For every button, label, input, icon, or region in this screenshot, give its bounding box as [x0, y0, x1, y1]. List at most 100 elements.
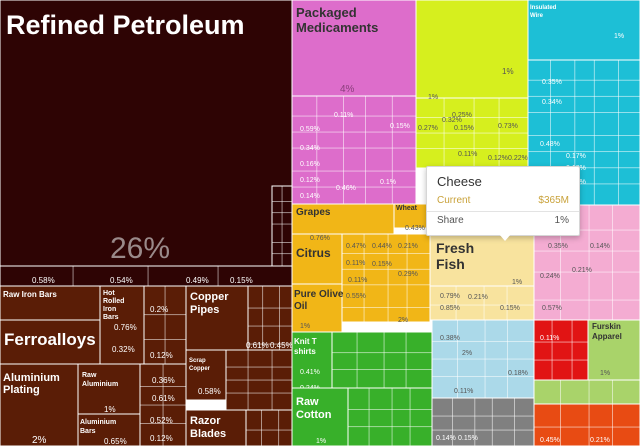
tooltip-pointer	[499, 234, 511, 241]
label-pure-olive-oil: Oil	[294, 301, 308, 312]
value-label: 2%	[462, 350, 472, 357]
label-packaged-medicaments: Medicaments	[296, 20, 378, 35]
value-label: 0.35%	[542, 79, 562, 86]
tile-knit-t-shirts	[291, 331, 333, 389]
label-aluminium-plating: Plating	[3, 384, 40, 396]
value-label: 0.32%	[112, 345, 135, 354]
tooltip-current-value: $365M	[538, 195, 569, 206]
tile-weapons	[533, 319, 589, 381]
value-label: 1%	[502, 67, 514, 76]
share-refined-petroleum: 26%	[110, 232, 170, 265]
value-label: 1%	[428, 94, 438, 101]
tooltip-current-label: Current	[437, 195, 471, 206]
value-label: 0.48%	[540, 141, 560, 148]
value-label: 0.16%	[198, 402, 221, 411]
value-label: 0.16%	[300, 161, 320, 168]
value-label: 0.38%	[440, 335, 460, 342]
value-label: 0.12%	[300, 177, 320, 184]
tile-animal-grid	[429, 285, 535, 321]
label-aluminium-bars: Bars	[80, 428, 96, 435]
value-label: 0.21%	[398, 243, 418, 250]
label-ferroalloys: Ferroalloys	[4, 330, 96, 349]
value-label: 1%	[316, 438, 326, 445]
label-hot-rolled-iron-bars: Bars	[103, 314, 119, 321]
value-label: 0.27%	[418, 125, 438, 132]
label-fresh-fish: Fresh	[436, 240, 474, 256]
tooltip-share-row: Share 1%	[437, 215, 569, 229]
label-hot-rolled-iron-bars: Rolled	[103, 298, 124, 305]
label-grapes: Grapes	[296, 207, 331, 218]
value-label: 0.55%	[346, 293, 366, 300]
label-scrap-copper: Copper	[189, 366, 211, 372]
label-wheat: Wheat	[396, 205, 418, 212]
value-label: 0.15%	[390, 123, 410, 130]
tile-metals-e	[245, 409, 293, 446]
value-label: 0.49%	[186, 276, 209, 285]
value-label: 0.41%	[300, 369, 320, 376]
value-label: 0.14%	[436, 435, 456, 442]
tooltip-title: Cheese	[437, 174, 482, 189]
value-label: 0.14%	[590, 243, 610, 250]
label-raw-aluminium: Aluminium	[82, 381, 118, 388]
value-label: 0.15%	[372, 261, 392, 268]
label-hot-rolled-iron-bars: Hot	[103, 290, 115, 297]
value-label: 1%	[300, 323, 310, 330]
value-label: 0.12%	[150, 351, 173, 360]
label-razor-blades: Razor	[190, 415, 221, 427]
value-label: 0.22%	[508, 155, 528, 162]
label-furskin-apparel: Furskin	[592, 322, 621, 331]
value-label: 2%	[398, 317, 408, 324]
value-label: 0.11%	[348, 277, 367, 284]
tile-hides-row	[533, 379, 640, 405]
tile-insulated-wire	[527, 0, 640, 61]
label-fresh-fish: Fish	[436, 256, 465, 272]
value-label: 0.58%	[198, 387, 221, 396]
value-label: 0.1%	[380, 179, 396, 186]
value-label: 0.45%	[270, 341, 293, 350]
label-aluminium-plating: Aluminium	[3, 372, 60, 384]
label-raw-cotton: Cotton	[296, 409, 332, 421]
value-label: 0.15%	[230, 276, 253, 285]
value-label: 0.21%	[468, 294, 488, 301]
label-insulated-wire: Insulated	[530, 5, 557, 11]
value-label: 0.21%	[572, 267, 592, 274]
value-label: 0.24%	[540, 273, 560, 280]
label-citrus: Citrus	[296, 246, 331, 260]
value-label: 0.52%	[150, 416, 173, 425]
tile-raw-iron-bars	[0, 285, 101, 321]
tile-pure-olive-oil	[291, 283, 343, 333]
value-label: 0.11%	[540, 335, 559, 342]
value-label: 0.14%	[300, 193, 320, 200]
tile-refined-petroleum	[0, 0, 293, 267]
value-label: 0.11%	[334, 112, 353, 119]
tile-vegetable-large	[415, 0, 529, 99]
tile-chemicals-grid	[291, 95, 417, 205]
label-aluminium-bars: Aluminium	[80, 419, 116, 426]
value-label: 0.29%	[398, 271, 418, 278]
label-refined-petroleum: Refined Petroleum	[6, 10, 245, 40]
label-raw-cotton: Raw	[296, 396, 319, 408]
label-hot-rolled-iron-bars: Iron	[103, 306, 116, 313]
tile-ferroalloys	[0, 319, 101, 365]
label-knit-t-shirts: Knit T	[294, 337, 317, 346]
value-label: 0.76%	[114, 323, 137, 332]
value-label: 0.47%	[346, 243, 366, 250]
value-label: 0.73%	[498, 123, 518, 130]
value-label: 0.15%	[454, 125, 474, 132]
value-label: 0.79%	[440, 293, 460, 300]
label-raw-aluminium: Raw	[82, 372, 97, 379]
value-label: 0.32%	[442, 117, 462, 124]
tile-plastics	[431, 397, 535, 446]
share-ferroalloys: 2%	[32, 435, 47, 446]
value-label: 0.34%	[300, 145, 320, 152]
tile-scrap-copper	[185, 349, 227, 401]
tile-citrus	[291, 233, 343, 285]
value-label: 1%	[600, 370, 610, 377]
value-label: 0.34%	[542, 99, 562, 106]
value-label: 1%	[614, 33, 624, 40]
tile-textiles-grid	[331, 331, 433, 389]
label-insulated-wire: Wire	[530, 13, 544, 19]
value-label: 0.58%	[32, 276, 55, 285]
value-label: 0.54%	[110, 276, 133, 285]
value-label: 0.11%	[458, 151, 477, 158]
